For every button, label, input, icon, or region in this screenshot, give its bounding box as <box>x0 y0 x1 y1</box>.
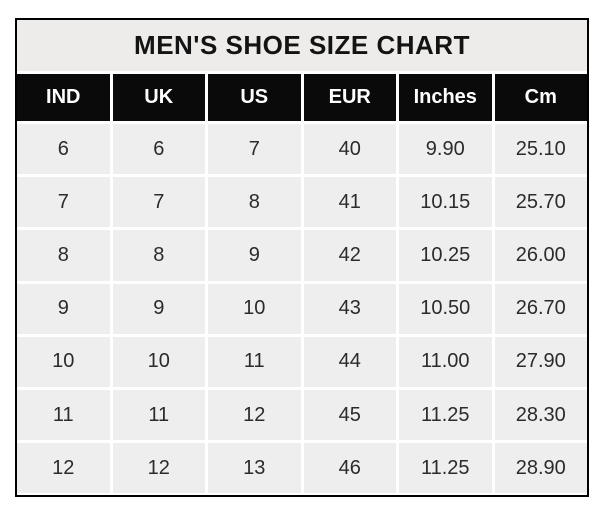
table-cell: 6 <box>17 124 110 175</box>
table-cell: 10 <box>208 283 301 334</box>
table-cell: 46 <box>303 443 396 494</box>
table-cell: 11 <box>208 336 301 387</box>
table-cell: 44 <box>303 336 396 387</box>
table-cell: 28.90 <box>494 443 587 494</box>
table-cell: 41 <box>303 177 396 228</box>
column-header-ind: IND <box>17 74 110 121</box>
table-cell: 7 <box>112 177 205 228</box>
table-cell: 11.00 <box>399 336 492 387</box>
table-cell: 8 <box>17 230 110 281</box>
table-cell: 8 <box>112 230 205 281</box>
column-header-eur: EUR <box>303 74 396 121</box>
table-cell: 9 <box>17 283 110 334</box>
table-cell: 11.25 <box>399 389 492 441</box>
table-cell: 12 <box>112 443 205 494</box>
table-cell: 9.90 <box>399 124 492 175</box>
table-cell: 43 <box>303 283 396 334</box>
table-cell: 10 <box>17 336 110 387</box>
table-cell: 10 <box>112 336 205 387</box>
table-cell: 28.30 <box>494 389 587 441</box>
table-cell: 27.90 <box>494 336 587 387</box>
table-cell: 7 <box>208 124 301 175</box>
column-header-cm: Cm <box>494 74 587 121</box>
table-cell: 11 <box>112 389 205 441</box>
table-cell: 26.70 <box>494 283 587 334</box>
table-cell: 25.10 <box>494 124 587 175</box>
table-cell: 9 <box>208 230 301 281</box>
table-cell: 9 <box>112 283 205 334</box>
table-cell: 8 <box>208 177 301 228</box>
column-header-uk: UK <box>112 74 205 121</box>
table-cell: 42 <box>303 230 396 281</box>
table-cell: 13 <box>208 443 301 494</box>
table-cell: 12 <box>17 443 110 494</box>
table-cell: 45 <box>303 389 396 441</box>
title-band: MEN'S SHOE SIZE CHART <box>17 20 587 71</box>
table-cell: 11 <box>17 389 110 441</box>
page-title: MEN'S SHOE SIZE CHART <box>134 30 470 60</box>
table-cell: 26.00 <box>494 230 587 281</box>
table-cell: 12 <box>208 389 301 441</box>
table-cell: 40 <box>303 124 396 175</box>
table-cell: 6 <box>112 124 205 175</box>
size-table: IND UK US EUR Inches Cm 6 6 7 40 9.90 25… <box>17 74 587 494</box>
column-header-inches: Inches <box>399 74 492 121</box>
shoe-size-chart: MEN'S SHOE SIZE CHART IND UK US EUR Inch… <box>15 18 589 497</box>
table-cell: 10.50 <box>399 283 492 334</box>
column-header-us: US <box>208 74 301 121</box>
table-cell: 11.25 <box>399 443 492 494</box>
table-cell: 10.15 <box>399 177 492 228</box>
table-cell: 10.25 <box>399 230 492 281</box>
table-cell: 25.70 <box>494 177 587 228</box>
table-cell: 7 <box>17 177 110 228</box>
